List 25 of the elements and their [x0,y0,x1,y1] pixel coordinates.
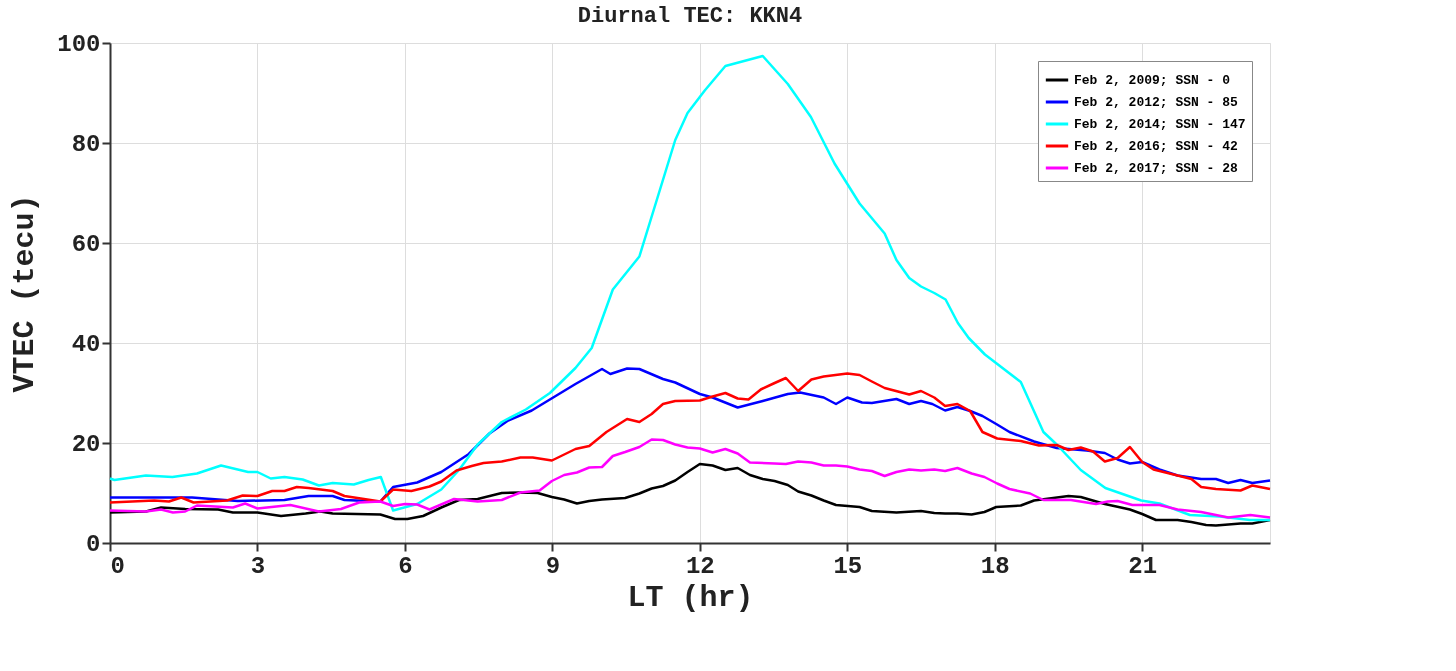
x-tick-label: 0 [110,552,125,580]
x-tick-label: 3 [250,552,266,580]
line-series [108,462,1272,527]
y-tick-label: 60 [71,230,101,258]
legend-label: Feb 2, 2009; SSN - 0 [1074,73,1231,88]
x-tick-label: 6 [398,552,413,580]
y-tick-label: 80 [71,130,101,158]
x-tick-label: 21 [1128,552,1158,580]
x-axis-title: LT (hr) [627,580,754,615]
legend-label: Feb 2, 2016; SSN - 42 [1074,139,1239,154]
y-tick-label: 100 [57,30,101,58]
x-tick-label: 12 [685,552,715,580]
line-series [108,54,1272,522]
y-axis-title: VTEC (tecu) [8,194,43,393]
y-tick-label: 20 [71,430,101,458]
y-tick-label: 40 [71,330,101,358]
x-tick-label: 18 [980,552,1010,580]
y-tick-label: 0 [86,530,101,558]
legend-label: Feb 2, 2014; SSN - 147 [1074,117,1246,132]
legend-label: Feb 2, 2012; SSN - 85 [1074,95,1239,110]
line-series [108,438,1272,519]
chart-title: Diurnal TEC: KKN4 [577,4,803,29]
x-tick-label: 9 [545,552,561,580]
x-tick-label: 15 [833,552,863,580]
legend-label: Feb 2, 2017; SSN - 28 [1074,161,1239,176]
